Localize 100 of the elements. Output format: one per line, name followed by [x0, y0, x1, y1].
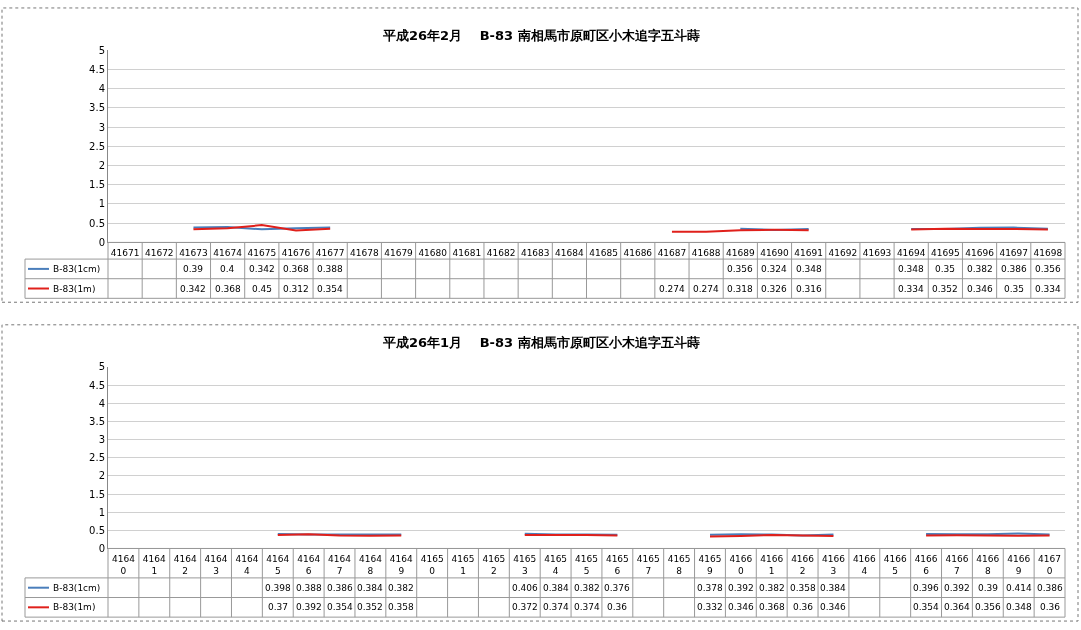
data-label: 0.372 — [512, 602, 538, 612]
data-label: 0.382 — [967, 264, 993, 274]
data-label: 0.334 — [1035, 284, 1062, 294]
data-label: 0.382 — [388, 583, 414, 593]
data-label: 0.386 — [327, 583, 354, 593]
y-tick-label: 0.5 — [89, 524, 105, 536]
data-label: 0.354 — [317, 284, 344, 294]
data-label: 0.406 — [512, 583, 539, 593]
data-label: 0.316 — [796, 284, 823, 294]
data-label: 0.386 — [1001, 264, 1028, 274]
x-tick-label: 41674 — [213, 248, 243, 259]
data-label: 0.348 — [1006, 602, 1033, 612]
data-label: 0.392 — [944, 583, 970, 593]
data-label: 0.368 — [215, 284, 242, 294]
x-tick-label: 41680 — [418, 248, 448, 259]
x-tick-label: 41687 — [657, 248, 687, 259]
x-tick-label: 41689 — [725, 248, 755, 259]
data-label: 0.356 — [1035, 264, 1062, 274]
x-tick-label: 41678 — [350, 248, 379, 259]
x-tick-label: 41683 — [520, 248, 550, 259]
data-label: 0.36 — [1040, 602, 1061, 612]
y-tick-label: 3 — [98, 434, 105, 446]
y-tick-label: 2 — [98, 160, 105, 171]
y-tick-label: 4 — [98, 83, 105, 95]
data-label: 0.356 — [975, 602, 1002, 612]
data-label: 0.384 — [357, 583, 384, 593]
x-tick-label: 41675 — [247, 248, 277, 259]
data-label: 0.4 — [220, 264, 235, 274]
x-tick-label: 41640 — [111, 554, 136, 576]
data-label: 0.37 — [268, 602, 289, 612]
chart-title: 平成26年1月 B-83 南相馬市原町区小木追字五斗蒔 — [382, 335, 700, 350]
y-tick-label: 1 — [98, 198, 105, 210]
x-tick-label: 41641 — [142, 554, 167, 576]
x-tick-label: 41686 — [623, 248, 653, 259]
x-tick-label: 41663 — [822, 554, 846, 576]
x-tick-label: 41655 — [575, 554, 598, 576]
x-tick-label: 41673 — [179, 248, 208, 259]
x-tick-label: 41651 — [451, 554, 475, 576]
data-label: 0.274 — [693, 284, 720, 294]
y-tick-label: 4 — [98, 397, 105, 409]
data-label: 0.346 — [967, 284, 994, 294]
x-tick-label: 41664 — [852, 554, 877, 576]
y-tick-label: 4.5 — [89, 63, 105, 75]
x-tick-label: 41667 — [945, 554, 969, 576]
y-tick-label: 5 — [98, 361, 105, 373]
x-tick-label: 41682 — [486, 248, 516, 259]
data-label: 0.376 — [604, 583, 631, 593]
data-label: 0.378 — [697, 583, 724, 593]
x-tick-label: 41693 — [862, 248, 892, 259]
x-tick-label: 41649 — [389, 554, 413, 576]
x-tick-label: 41665 — [883, 554, 907, 576]
x-tick-label: 41669 — [1007, 554, 1031, 576]
y-tick-label: 1 — [98, 506, 105, 518]
y-tick-label: 2.5 — [89, 140, 105, 152]
data-label: 0.354 — [913, 602, 940, 612]
data-label: 0.384 — [820, 583, 847, 593]
data-label: 0.374 — [543, 602, 570, 612]
data-label: 0.35 — [1004, 284, 1025, 294]
x-tick-label: 41676 — [281, 248, 311, 259]
data-label: 0.374 — [574, 602, 601, 612]
data-label: 0.388 — [296, 583, 323, 593]
x-tick-label: 41697 — [999, 248, 1029, 259]
data-label: 0.386 — [1037, 583, 1064, 593]
x-tick-label: 41662 — [791, 554, 815, 576]
data-label: 0.368 — [283, 264, 310, 274]
data-label: 0.414 — [1006, 583, 1033, 593]
data-label: 0.382 — [574, 583, 600, 593]
y-tick-label: 0.5 — [89, 217, 105, 229]
data-label: 0.332 — [697, 602, 723, 612]
x-tick-label: 41670 — [1038, 554, 1062, 576]
x-tick-label: 41690 — [760, 248, 790, 259]
x-tick-label: 41654 — [544, 554, 568, 576]
x-tick-label: 41694 — [896, 248, 926, 259]
data-label: 0.346 — [820, 602, 847, 612]
x-tick-label: 41652 — [482, 554, 506, 576]
data-label: 0.39 — [183, 264, 204, 274]
legend-label: B-83(1cm) — [53, 264, 101, 274]
x-tick-label: 41646 — [297, 554, 321, 576]
x-tick-label: 41695 — [931, 248, 960, 259]
x-tick-label: 41677 — [315, 248, 345, 259]
legend-label: B-83(1cm) — [53, 583, 101, 593]
x-tick-label: 41679 — [384, 248, 414, 259]
x-tick-label: 41643 — [204, 554, 228, 576]
x-tick-label: 41658 — [667, 554, 691, 576]
y-tick-label: 3 — [98, 121, 105, 133]
x-tick-label: 41692 — [828, 248, 858, 259]
y-tick-label: 5 — [98, 44, 105, 56]
x-tick-label: 41644 — [235, 554, 259, 576]
data-label: 0.352 — [357, 602, 383, 612]
data-label: 0.326 — [761, 284, 788, 294]
x-tick-label: 41657 — [636, 554, 660, 576]
data-label: 0.356 — [727, 264, 754, 274]
data-label: 0.348 — [796, 264, 823, 274]
data-label: 0.364 — [944, 602, 971, 612]
data-label: 0.274 — [659, 284, 686, 294]
y-tick-label: 3.5 — [89, 415, 105, 427]
x-tick-label: 41645 — [266, 554, 290, 576]
data-label: 0.39 — [978, 583, 999, 593]
y-tick-label: 3.5 — [89, 102, 105, 114]
data-label: 0.342 — [180, 284, 206, 294]
